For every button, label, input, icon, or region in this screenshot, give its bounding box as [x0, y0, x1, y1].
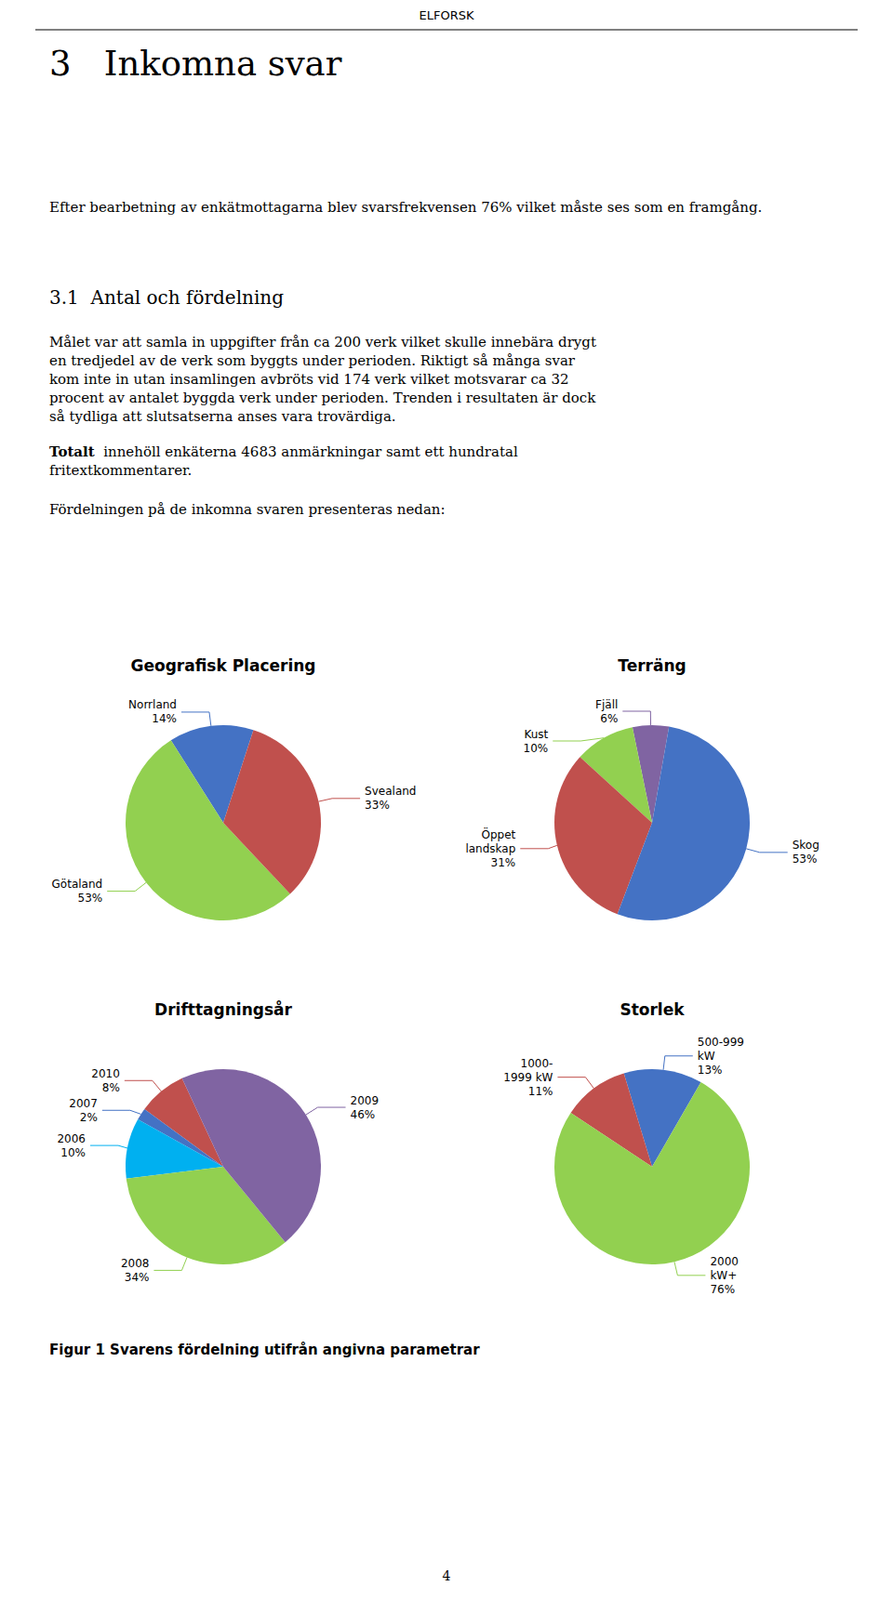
svg-text:3.1 Antal och fördelning: 3.1 Antal och fördelning [49, 286, 284, 309]
svg-text:kW+: kW+ [709, 1269, 737, 1283]
svg-text:Totalt: Totalt [49, 443, 95, 461]
svg-text:11%: 11% [528, 1085, 554, 1099]
svg-text:31%: 31% [491, 856, 517, 870]
svg-text:Målet var att samla in uppgift: Målet var att samla in uppgifter från ca… [49, 333, 597, 351]
svg-text:så tydliga att slutsatserna an: så tydliga att slutsatserna anses vara t… [49, 408, 397, 426]
svg-text:1000-: 1000- [520, 1057, 554, 1071]
svg-text:2006: 2006 [56, 1132, 86, 1147]
svg-text:Efter bearbetning av enkätmott: Efter bearbetning av enkätmottagarna ble… [49, 199, 762, 216]
svg-text:76%: 76% [709, 1283, 735, 1297]
svg-text:34%: 34% [124, 1271, 150, 1285]
svg-text:innehöll enkäterna 4683 anmärk: innehöll enkäterna 4683 anmärkningar sam… [94, 443, 519, 461]
svg-text:Skog: Skog [792, 839, 820, 853]
svg-text:1999 kW: 1999 kW [503, 1071, 553, 1085]
svg-text:Kust: Kust [523, 728, 548, 742]
svg-text:Fördelningen på de inkomna sva: Fördelningen på de inkomna svaren presen… [49, 501, 446, 519]
svg-text:6%: 6% [599, 712, 618, 726]
svg-text:2%: 2% [79, 1111, 98, 1125]
svg-text:Svealand: Svealand [364, 785, 416, 799]
svg-text:10%: 10% [523, 742, 549, 756]
svg-text:Fjäll: Fjäll [595, 698, 618, 712]
svg-text:3 Inkomna svar: 3 Inkomna svar [49, 43, 343, 84]
svg-text:procent av antalet byggda verk: procent av antalet byggda verk under per… [49, 389, 597, 407]
svg-text:Öppet: Öppet [480, 826, 516, 842]
svg-text:Götaland: Götaland [52, 878, 104, 892]
svg-text:53%: 53% [792, 853, 818, 867]
svg-text:Drifttagningsår: Drifttagningsår [154, 999, 293, 1020]
svg-text:2008: 2008 [120, 1257, 150, 1271]
svg-text:ELFORSK: ELFORSK [419, 8, 475, 23]
svg-text:53%: 53% [78, 892, 104, 906]
svg-text:Storlek: Storlek [619, 1000, 685, 1020]
svg-text:fritextkommentarer.: fritextkommentarer. [49, 462, 192, 480]
svg-text:13%: 13% [697, 1064, 723, 1078]
svg-text:8%: 8% [102, 1081, 120, 1095]
svg-text:en tredjedel av de verk som by: en tredjedel av de verk som byggts under… [49, 352, 576, 370]
svg-text:4: 4 [442, 1569, 452, 1585]
svg-text:33%: 33% [364, 799, 390, 813]
svg-text:kW: kW [697, 1050, 716, 1064]
svg-text:2007: 2007 [68, 1097, 98, 1111]
svg-text:Figur 1 Svarens fördelning uti: Figur 1 Svarens fördelning utifrån angiv… [49, 1342, 480, 1360]
svg-text:46%: 46% [350, 1108, 376, 1122]
svg-text:2009: 2009 [350, 1094, 380, 1108]
svg-text:landskap: landskap [465, 842, 516, 856]
svg-text:2000: 2000 [709, 1255, 739, 1269]
svg-text:Terräng: Terräng [617, 656, 686, 676]
svg-text:2010: 2010 [91, 1067, 120, 1081]
svg-text:Norrland: Norrland [128, 698, 177, 712]
svg-text:14%: 14% [151, 712, 177, 726]
svg-text:10%: 10% [60, 1146, 86, 1160]
svg-text:kom inte in utan insamlingen a: kom inte in utan insamlingen avbröts vid… [49, 371, 570, 388]
svg-text:500-999: 500-999 [697, 1036, 745, 1050]
svg-text:Geografisk Placering: Geografisk Placering [131, 656, 317, 676]
